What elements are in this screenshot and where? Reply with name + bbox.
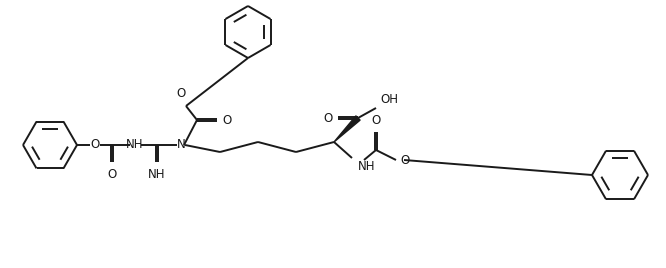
Polygon shape bbox=[334, 116, 360, 142]
Text: O: O bbox=[324, 111, 333, 125]
Text: O: O bbox=[222, 114, 231, 126]
Text: O: O bbox=[176, 87, 186, 100]
Text: O: O bbox=[107, 168, 117, 181]
Text: NH: NH bbox=[358, 160, 376, 173]
Text: N: N bbox=[176, 139, 185, 151]
Text: OH: OH bbox=[380, 93, 398, 106]
Text: O: O bbox=[372, 114, 381, 127]
Text: NH: NH bbox=[127, 139, 144, 151]
Text: O: O bbox=[400, 154, 409, 166]
Text: NH: NH bbox=[149, 168, 166, 181]
Text: O: O bbox=[91, 139, 100, 151]
